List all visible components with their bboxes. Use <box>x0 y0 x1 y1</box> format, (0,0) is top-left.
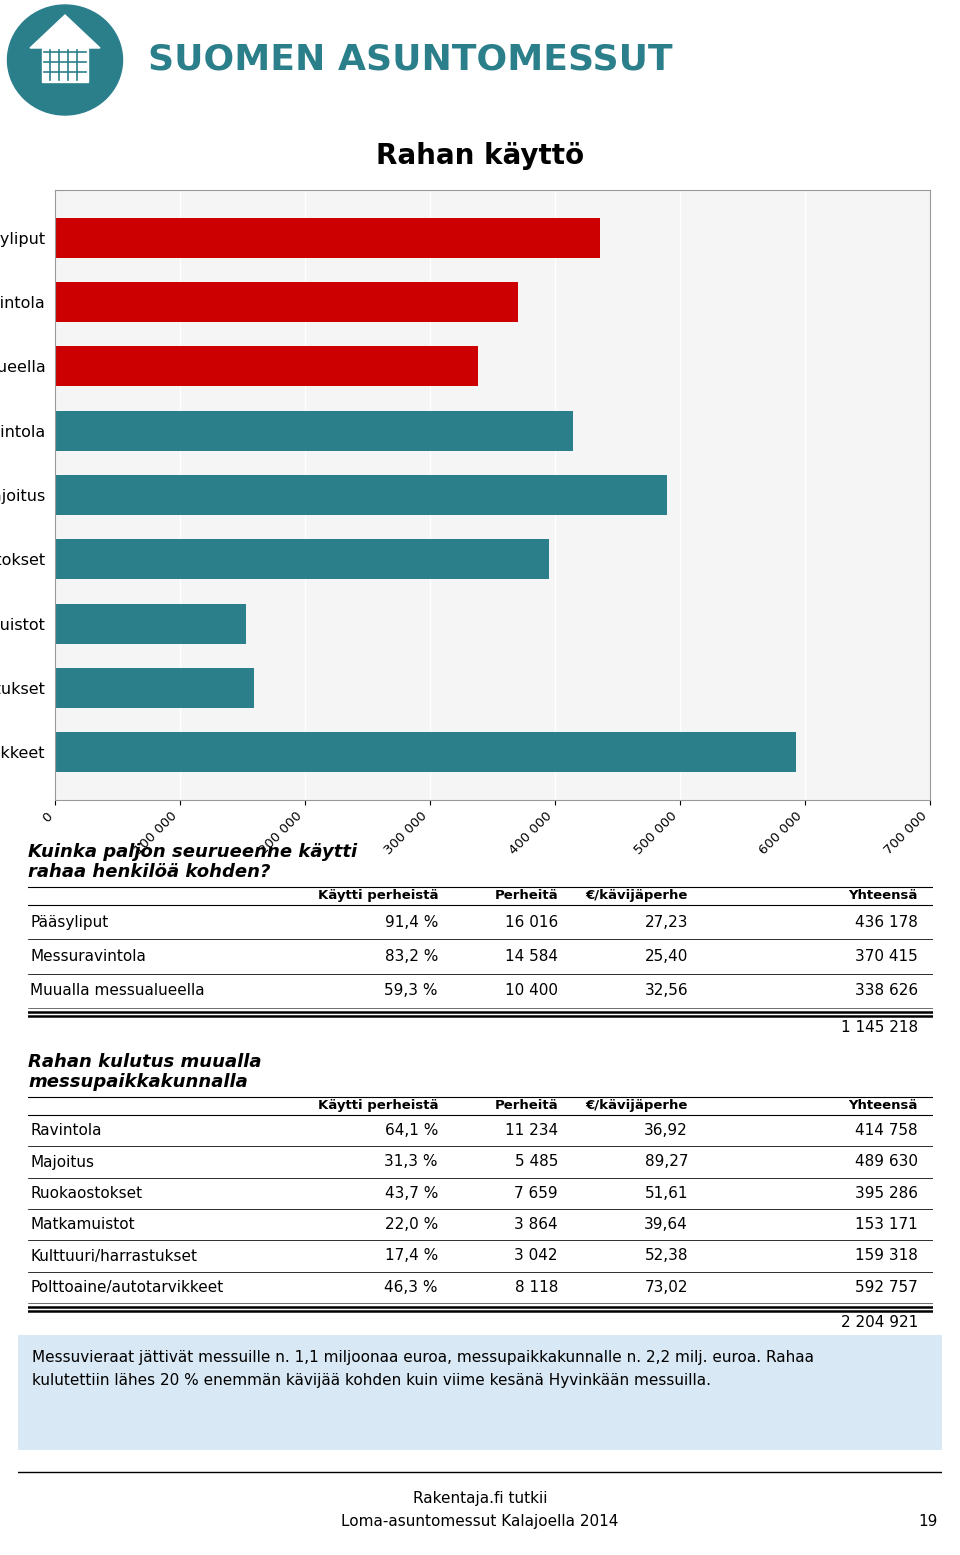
Text: 159 318: 159 318 <box>855 1249 918 1264</box>
Text: Messuravintola: Messuravintola <box>30 949 146 964</box>
Text: €/kävijäperhe: €/kävijäperhe <box>586 1099 688 1112</box>
Text: 89,27: 89,27 <box>644 1154 688 1169</box>
Text: 414 758: 414 758 <box>855 1123 918 1138</box>
Text: Käytti perheistä: Käytti perheistä <box>318 1099 438 1112</box>
Text: 31,3 %: 31,3 % <box>385 1154 438 1169</box>
Text: 27,23: 27,23 <box>644 914 688 930</box>
Text: 73,02: 73,02 <box>644 1280 688 1295</box>
Text: Rahan kulutus muualla: Rahan kulutus muualla <box>28 1053 261 1071</box>
Bar <box>55 218 600 258</box>
Text: 39,64: 39,64 <box>644 1218 688 1232</box>
FancyBboxPatch shape <box>16 1333 944 1452</box>
Text: rahaa henkilöä kohden?: rahaa henkilöä kohden? <box>28 863 271 882</box>
Text: 3 042: 3 042 <box>515 1249 558 1264</box>
Bar <box>55 603 247 644</box>
Bar <box>55 281 518 322</box>
Text: 11 234: 11 234 <box>505 1123 558 1138</box>
Text: 36,92: 36,92 <box>644 1123 688 1138</box>
Text: 52,38: 52,38 <box>644 1249 688 1264</box>
Text: 153 171: 153 171 <box>855 1218 918 1232</box>
Text: 51,61: 51,61 <box>644 1186 688 1200</box>
Text: 370 415: 370 415 <box>855 949 918 964</box>
Bar <box>55 540 549 580</box>
Text: 25,40: 25,40 <box>644 949 688 964</box>
Text: Pääsyliput: Pääsyliput <box>30 914 108 930</box>
Text: 22,0 %: 22,0 % <box>385 1218 438 1232</box>
Text: Kuinka paljon seurueenne käytti: Kuinka paljon seurueenne käytti <box>28 843 357 861</box>
Text: 83,2 %: 83,2 % <box>385 949 438 964</box>
Text: 5 485: 5 485 <box>515 1154 558 1169</box>
Text: Perheitä: Perheitä <box>494 1099 558 1112</box>
Text: messupaikkakunnalla: messupaikkakunnalla <box>28 1073 248 1092</box>
Bar <box>55 347 478 386</box>
Bar <box>42 48 88 82</box>
Text: 14 584: 14 584 <box>505 949 558 964</box>
Text: Käytti perheistä: Käytti perheistä <box>318 889 438 902</box>
Text: 489 630: 489 630 <box>855 1154 918 1169</box>
Bar <box>55 411 573 451</box>
Text: €/kävijäperhe: €/kävijäperhe <box>586 889 688 902</box>
Text: 46,3 %: 46,3 % <box>385 1280 438 1295</box>
Text: 59,3 %: 59,3 % <box>385 983 438 998</box>
Text: 43,7 %: 43,7 % <box>385 1186 438 1200</box>
Bar <box>55 669 254 708</box>
Text: Perheitä: Perheitä <box>494 889 558 902</box>
Text: 32,56: 32,56 <box>644 983 688 998</box>
Text: 7 659: 7 659 <box>515 1186 558 1200</box>
Text: Loma-asuntomessut Kalajoella 2014: Loma-asuntomessut Kalajoella 2014 <box>342 1515 618 1529</box>
Text: Muualla messualueella: Muualla messualueella <box>30 983 204 998</box>
Text: Rakentaja.fi tutkii: Rakentaja.fi tutkii <box>413 1491 547 1505</box>
Text: Polttoaine/autotarvikkeet: Polttoaine/autotarvikkeet <box>30 1280 224 1295</box>
Text: Rahan käyttö: Rahan käyttö <box>376 142 584 169</box>
Text: 17,4 %: 17,4 % <box>385 1249 438 1264</box>
Ellipse shape <box>8 5 123 115</box>
Text: 91,4 %: 91,4 % <box>385 914 438 930</box>
Text: 16 016: 16 016 <box>505 914 558 930</box>
Text: 2 204 921: 2 204 921 <box>841 1316 918 1330</box>
Text: Yhteensä: Yhteensä <box>849 889 918 902</box>
Text: 19: 19 <box>919 1515 938 1529</box>
Text: 10 400: 10 400 <box>505 983 558 998</box>
Text: SUOMEN ASUNTOMESSUT: SUOMEN ASUNTOMESSUT <box>148 44 673 78</box>
Text: 8 118: 8 118 <box>515 1280 558 1295</box>
Text: 338 626: 338 626 <box>854 983 918 998</box>
Text: Majoitus: Majoitus <box>30 1154 94 1169</box>
Text: 3 864: 3 864 <box>515 1218 558 1232</box>
Text: Ruokaostokset: Ruokaostokset <box>30 1186 142 1200</box>
Text: Matkamuistot: Matkamuistot <box>30 1218 134 1232</box>
Text: 395 286: 395 286 <box>855 1186 918 1200</box>
Text: 592 757: 592 757 <box>855 1280 918 1295</box>
Text: Messuvieraat jättivät messuille n. 1,1 miljoonaa euroa, messupaikkakunnalle n. 2: Messuvieraat jättivät messuille n. 1,1 m… <box>32 1350 814 1389</box>
Text: 64,1 %: 64,1 % <box>385 1123 438 1138</box>
Bar <box>55 476 667 515</box>
Bar <box>55 732 796 773</box>
Text: Yhteensä: Yhteensä <box>849 1099 918 1112</box>
Text: 1 145 218: 1 145 218 <box>841 1020 918 1036</box>
Text: 436 178: 436 178 <box>855 914 918 930</box>
Polygon shape <box>30 16 100 48</box>
Text: Kulttuuri/harrastukset: Kulttuuri/harrastukset <box>30 1249 197 1264</box>
Text: Ravintola: Ravintola <box>30 1123 102 1138</box>
